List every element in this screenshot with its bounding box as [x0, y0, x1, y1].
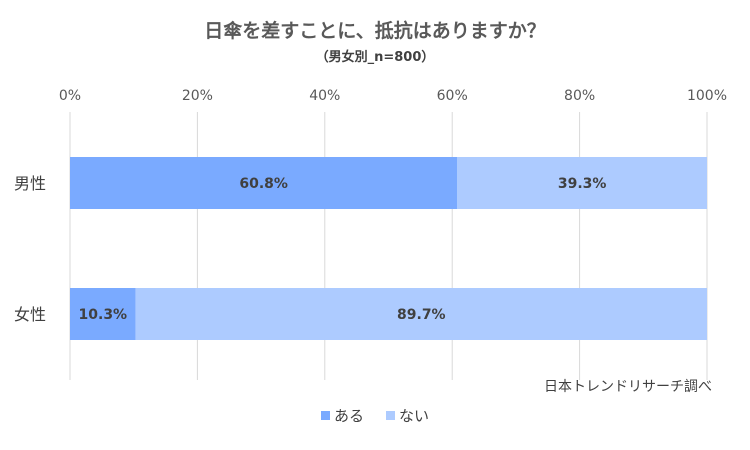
bar-0-1 — [70, 288, 136, 340]
data-label-0-0: 60.8% — [239, 176, 288, 192]
legend-swatch-aru — [320, 411, 330, 420]
x-tick-label-40: 40% — [309, 88, 340, 104]
bar-1-1 — [135, 288, 708, 340]
bar-1-0 — [457, 157, 707, 209]
x-tick-label-80: 80% — [564, 88, 595, 104]
category-label-1: 女性 — [14, 305, 46, 324]
category-label-0: 男性 — [14, 174, 46, 193]
legend-swatch-nai — [386, 411, 395, 420]
legend-item-aru: ある — [320, 405, 364, 426]
data-label-0-1: 10.3% — [79, 307, 128, 323]
data-label-1-0: 39.3% — [558, 176, 607, 192]
legend: ある ない — [0, 405, 750, 426]
chart-subtitle: （男女別_n=800） — [315, 50, 435, 65]
legend-label-nai: ない — [399, 407, 430, 425]
x-tick-label-60: 60% — [437, 88, 468, 104]
x-tick-label-20: 20% — [182, 88, 213, 104]
data-label-1-1: 89.7% — [397, 307, 446, 323]
legend-label-aru: ある — [333, 407, 364, 425]
chart-title: 日傘を差すことに、抵抗はありますか？ — [204, 20, 546, 42]
x-tick-label-100: 100% — [687, 88, 727, 104]
x-tick-label-0: 0% — [59, 88, 81, 104]
source-note: 日本トレンドリサーチ調べ — [544, 379, 712, 395]
legend-item-nai: ない — [386, 405, 429, 426]
bar-0-0 — [70, 157, 458, 209]
